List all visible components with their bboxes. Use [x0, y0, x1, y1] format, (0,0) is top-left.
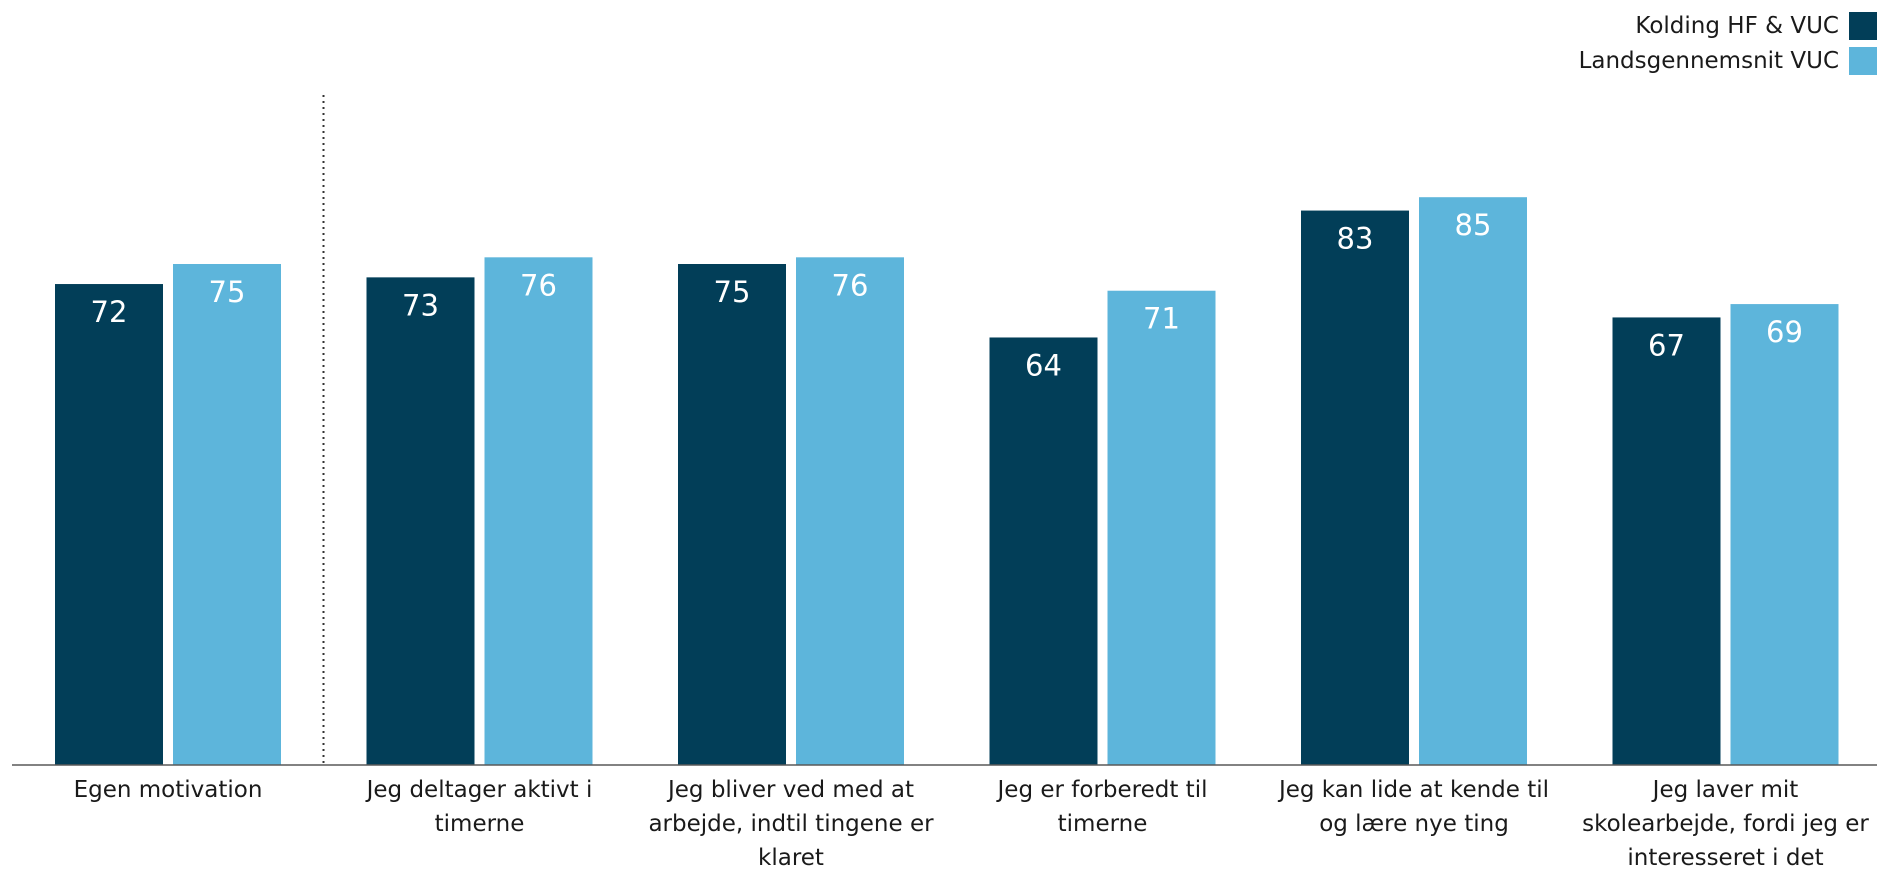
legend-swatch: [1849, 46, 1877, 75]
bar-series-1-4: [989, 337, 1098, 765]
bar-series-1-3: [678, 264, 786, 765]
value-label: 76: [520, 268, 557, 302]
bar-series-2-1: [173, 264, 281, 765]
bar-series-2-3: [796, 257, 904, 765]
value-label: 83: [1337, 222, 1374, 256]
value-label: 76: [832, 268, 869, 302]
value-label: 64: [1025, 348, 1062, 382]
bar-series-1-6: [1612, 317, 1721, 765]
bar-series-2-4: [1107, 290, 1216, 765]
bar-series-2-2: [484, 257, 593, 765]
category-label: Jeg kan lide at kende til og lære nye tin…: [1277, 777, 1549, 837]
bar-series-1-1: [55, 284, 163, 765]
value-label: 75: [714, 275, 751, 309]
bar-series-1-2: [366, 277, 475, 765]
category-label: Egen motivation: [74, 777, 263, 803]
legend-label: Kolding HF & VUC: [1635, 12, 1839, 39]
legend-label: Landsgennemsnit VUC: [1578, 47, 1839, 74]
value-label: 85: [1455, 208, 1492, 242]
category-label: Jeg laver mit skolearbejde, fordi jeg er i…: [1582, 777, 1869, 871]
value-label: 73: [402, 288, 439, 322]
category-label: Jeg deltager aktivt i timerne: [365, 777, 593, 837]
category-label: Jeg er forberedt til timerne: [996, 777, 1208, 837]
value-label: 69: [1766, 315, 1803, 349]
value-label: 75: [209, 275, 246, 309]
legend-item-series-1: Kolding HF & VUC: [1579, 8, 1877, 43]
bar-series-2-5: [1419, 197, 1527, 765]
value-label: 71: [1143, 302, 1180, 336]
bar-series-1-5: [1301, 210, 1409, 765]
legend-item-series-2: Landsgennemsnit VUC: [1579, 43, 1877, 78]
value-label: 67: [1648, 328, 1685, 362]
legend-swatch: [1849, 11, 1877, 40]
bar-series-2-6: [1730, 304, 1839, 765]
value-label: 72: [91, 295, 128, 329]
category-label: Jeg bliver ved med at arbejde, indtil tin…: [648, 777, 934, 871]
legend: Kolding HF & VUC Landsgennemsnit VUC: [1579, 8, 1877, 78]
